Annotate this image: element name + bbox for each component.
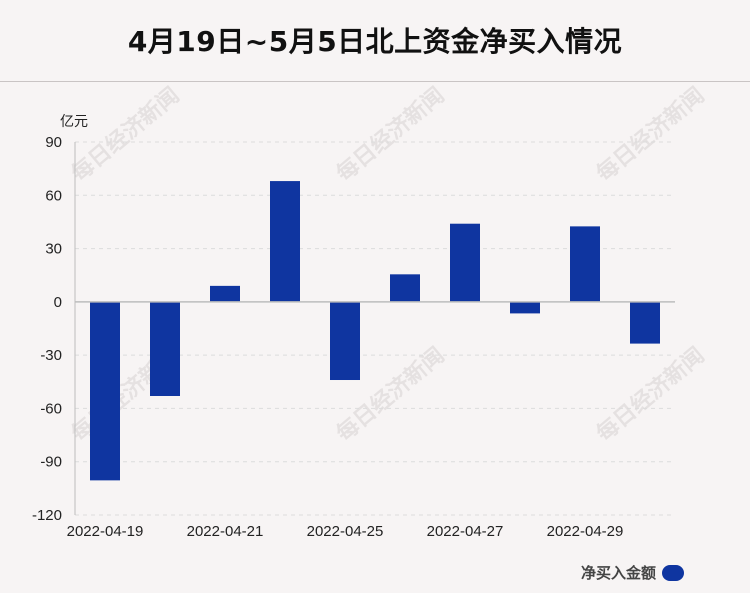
y-tick-label: 60 bbox=[45, 187, 62, 204]
bar bbox=[210, 285, 240, 302]
legend: 净买入金额 bbox=[581, 562, 684, 583]
y-tick-label: 30 bbox=[45, 241, 62, 258]
title-divider bbox=[0, 81, 750, 82]
bar bbox=[570, 226, 600, 302]
bar bbox=[390, 274, 420, 302]
watermark-text: 每日经济新闻 bbox=[67, 82, 185, 187]
bar bbox=[90, 301, 120, 481]
y-tick-label: 90 bbox=[45, 134, 62, 151]
legend-swatch bbox=[662, 564, 684, 581]
bar-series bbox=[90, 181, 660, 481]
watermark-text: 每日经济新闻 bbox=[592, 342, 710, 447]
x-tick-label: 2022-04-19 bbox=[67, 523, 144, 540]
bar bbox=[450, 223, 480, 302]
y-tick-label: 0 bbox=[54, 294, 62, 311]
x-tick-label: 2022-04-29 bbox=[547, 523, 624, 540]
x-axis-ticks: 2022-04-19 2022-04-21 2022-04-25 2022-04-27… bbox=[67, 523, 624, 540]
y-tick-label: -60 bbox=[40, 400, 62, 417]
bar bbox=[330, 301, 360, 381]
watermark-text: 每日经济新闻 bbox=[332, 82, 450, 187]
bar bbox=[150, 301, 180, 396]
bar bbox=[630, 301, 660, 344]
x-tick-label: 2022-04-25 bbox=[307, 523, 384, 540]
y-tick-label: -90 bbox=[40, 454, 62, 471]
y-axis-ticks: 90 60 30 0 -30 -60 -90 -120 bbox=[32, 134, 62, 524]
x-tick-label: 2022-04-27 bbox=[427, 523, 504, 540]
bar bbox=[510, 301, 540, 314]
bar bbox=[270, 181, 300, 302]
chart-title: 4月19日~5月5日北上资金净买入情况 bbox=[127, 25, 623, 58]
y-axis-unit-label: 亿元 bbox=[60, 114, 88, 130]
x-tick-label: 2022-04-21 bbox=[187, 523, 264, 540]
y-tick-label: -30 bbox=[40, 347, 62, 364]
watermark-text: 每日经济新闻 bbox=[592, 82, 710, 187]
y-tick-label: -120 bbox=[32, 507, 62, 524]
axes bbox=[74, 142, 675, 515]
legend-label: 净买入金额 bbox=[580, 564, 656, 582]
